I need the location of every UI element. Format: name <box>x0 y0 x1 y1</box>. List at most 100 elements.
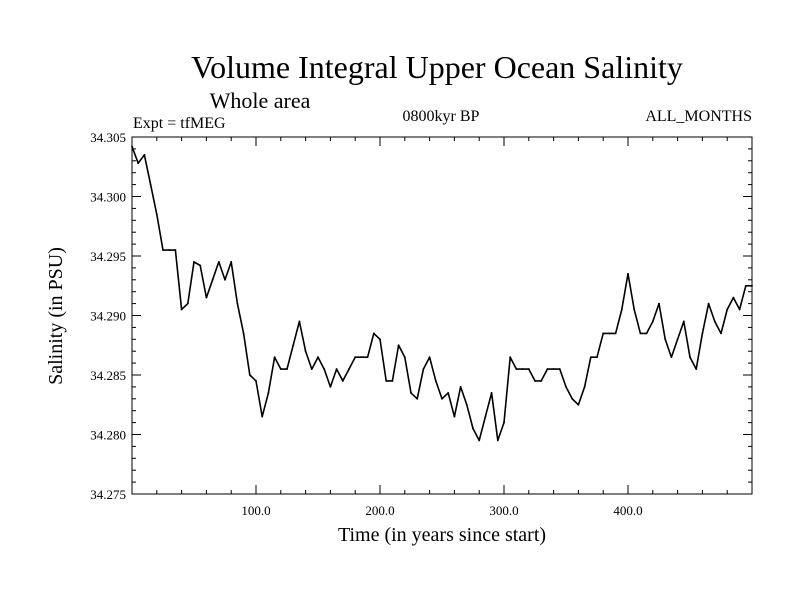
data-point <box>583 386 586 388</box>
data-point <box>744 284 747 287</box>
data-point <box>310 368 313 370</box>
series-layer <box>131 145 753 442</box>
data-point <box>602 332 605 335</box>
data-point <box>751 284 753 287</box>
data-point <box>397 344 400 347</box>
y-tick-label: 34.300 <box>90 190 126 205</box>
data-point <box>143 153 146 156</box>
data-point <box>162 249 164 251</box>
data-point <box>515 368 518 370</box>
data-point <box>403 356 406 359</box>
data-point <box>379 338 381 341</box>
data-point <box>224 278 226 281</box>
data-point <box>670 356 673 359</box>
data-point <box>211 278 214 281</box>
data-point <box>372 332 375 335</box>
data-point <box>410 391 412 394</box>
data-point <box>682 320 685 323</box>
data-point <box>664 338 667 341</box>
data-point <box>633 308 636 311</box>
data-point <box>639 332 642 335</box>
data-point <box>713 320 716 323</box>
data-point <box>360 356 363 359</box>
x-axis-label: Time (in years since start) <box>338 524 546 546</box>
data-point <box>472 427 474 430</box>
data-point <box>478 439 481 442</box>
chart-subtitle: Whole area <box>210 88 311 113</box>
data-point <box>236 302 239 305</box>
data-point <box>521 368 524 370</box>
data-point <box>286 368 288 370</box>
x-tick-label: 400.0 <box>613 503 642 518</box>
data-point <box>428 356 431 359</box>
data-point <box>131 145 133 148</box>
data-point <box>168 249 171 251</box>
data-point <box>341 380 344 382</box>
data-point <box>540 380 543 382</box>
data-point <box>726 308 729 311</box>
data-point <box>552 368 555 370</box>
data-point <box>707 302 710 305</box>
data-point <box>658 302 660 305</box>
data-point <box>255 380 257 382</box>
data-point <box>608 332 611 335</box>
data-point <box>193 261 195 263</box>
x-tick-label: 100.0 <box>241 503 270 518</box>
y-tick-label: 34.305 <box>90 130 126 145</box>
data-point <box>186 302 189 305</box>
period-label: 0800kyr BP <box>403 108 480 125</box>
y-axis-label: Salinity (in PSU) <box>45 247 67 385</box>
data-point <box>323 368 326 370</box>
data-point <box>527 368 530 370</box>
data-point <box>174 249 177 251</box>
data-point <box>738 308 741 311</box>
y-tick-label: 34.275 <box>90 487 126 502</box>
data-point <box>627 272 629 275</box>
data-point <box>571 397 574 400</box>
data-point <box>261 415 264 418</box>
data-point <box>695 368 698 370</box>
x-tick-label: 200.0 <box>365 503 394 518</box>
data-point <box>335 368 338 370</box>
data-point <box>217 261 220 263</box>
y-tick-label: 34.295 <box>90 249 126 264</box>
data-point <box>565 386 567 388</box>
data-point <box>732 296 735 299</box>
data-point <box>589 356 592 359</box>
data-point <box>558 368 561 370</box>
plot-frame <box>131 136 753 495</box>
data-point <box>248 374 251 376</box>
data-point <box>267 391 270 394</box>
data-point <box>577 403 580 406</box>
data-point <box>701 332 704 335</box>
data-point <box>205 296 208 299</box>
data-point <box>180 308 183 311</box>
data-point <box>503 421 505 424</box>
data-point <box>620 308 623 311</box>
x-tick-label: 300.0 <box>489 503 518 518</box>
data-point <box>465 403 468 406</box>
data-point <box>329 386 332 388</box>
data-point <box>614 332 617 335</box>
data-point <box>645 332 648 335</box>
y-tick-label: 34.280 <box>90 428 126 443</box>
data-point <box>137 162 140 165</box>
data-point <box>447 391 450 394</box>
chart-title: Volume Integral Upper Ocean Salinity <box>191 49 683 85</box>
data-point <box>273 356 276 359</box>
months-label: ALL_MONTHS <box>645 108 752 125</box>
data-point <box>459 386 462 388</box>
data-point <box>199 264 202 267</box>
data-point <box>534 380 536 382</box>
data-point <box>304 350 307 353</box>
data-point <box>546 368 549 370</box>
data-point <box>391 380 394 382</box>
data-point <box>416 397 419 400</box>
data-point <box>496 439 499 442</box>
data-point <box>149 183 152 186</box>
series-line-salinity <box>131 146 752 442</box>
data-point <box>676 338 679 341</box>
y-tick-label: 34.290 <box>90 309 126 324</box>
data-point <box>490 391 493 394</box>
